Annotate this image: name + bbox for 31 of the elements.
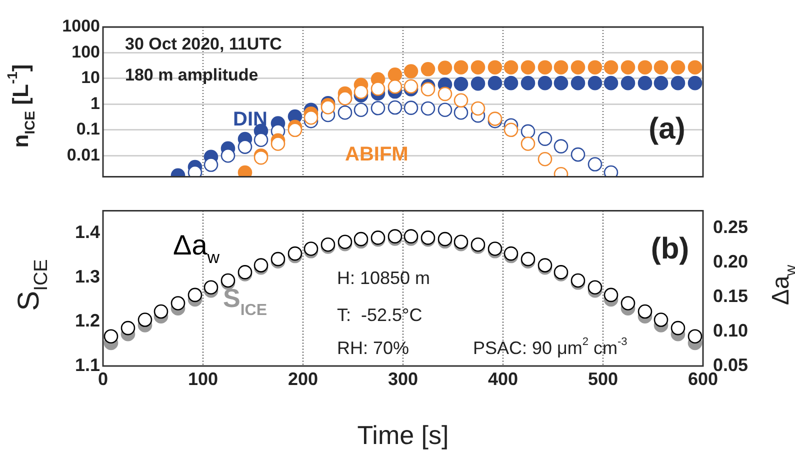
y-tick-label: 1.4 — [74, 222, 100, 242]
x-tick-label: 200 — [288, 368, 318, 389]
x-axis-title: Time [s] — [357, 420, 449, 450]
annotation: T: -52.5°C — [337, 304, 422, 325]
y-tick-label: 1000 — [62, 16, 100, 36]
x-tick-label: 500 — [588, 368, 618, 389]
annotation: (a) — [648, 112, 686, 146]
y-axis-title: SICE — [12, 259, 52, 311]
annotation: 30 Oct 2020, 11UTC — [125, 34, 282, 54]
x-tick-label: 300 — [388, 368, 418, 389]
y-tick-label: 1.1 — [74, 354, 100, 375]
x-tick-label: 400 — [488, 368, 518, 389]
y-tick-label: 1.3 — [74, 266, 100, 286]
x-tick-label: 100 — [188, 368, 218, 389]
series-label: DIN — [233, 108, 268, 131]
annotation: (b) — [650, 232, 690, 266]
annotation: RH: 70% — [337, 338, 410, 358]
annotation: H: 10850 m — [337, 268, 430, 288]
y-axis-title: nICE [L-1] — [4, 64, 38, 148]
y-tick-label: 1 — [90, 94, 100, 113]
series-label: ABIFM — [345, 144, 408, 166]
y-tick-label: 10 — [81, 68, 100, 88]
y-tick-label: 100 — [72, 42, 100, 62]
y2-tick-label: 0.15 — [713, 286, 748, 306]
y-tick-label: 0.1 — [76, 120, 100, 139]
y2-tick-label: 0.10 — [713, 320, 748, 340]
y2-tick-label: 0.25 — [713, 217, 748, 238]
y2-tick-label: 0.20 — [713, 252, 748, 272]
y-tick-label: 0.01 — [66, 145, 100, 164]
annotation: 180 m amplitude — [125, 66, 258, 85]
y-tick-label: 1.2 — [74, 310, 100, 331]
